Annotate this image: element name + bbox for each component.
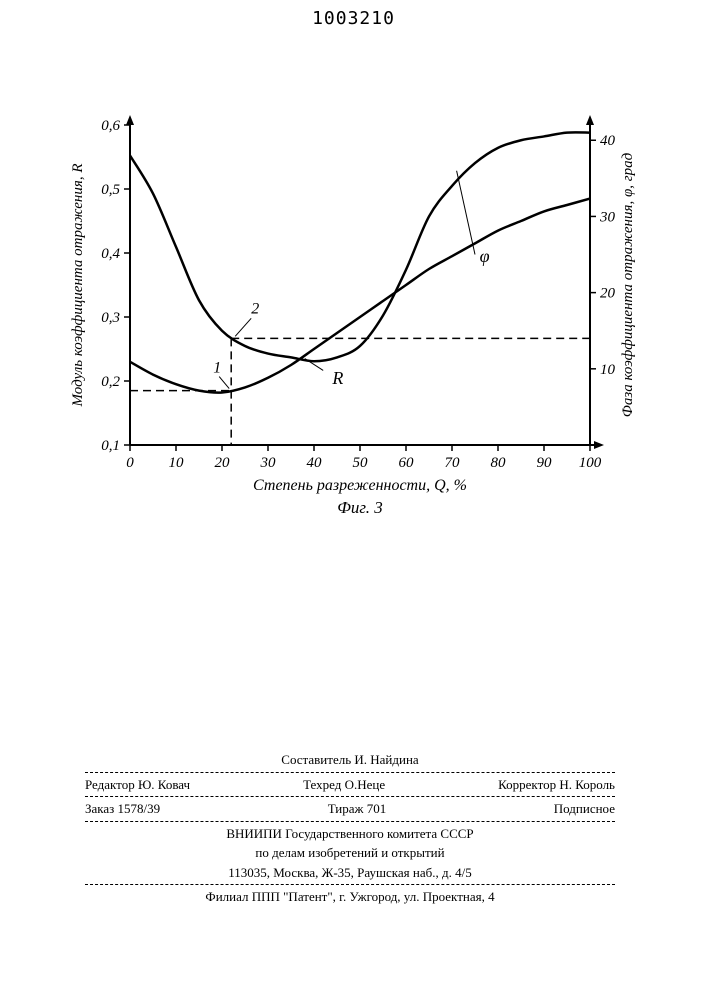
tirazh: Тираж 701: [328, 799, 387, 819]
svg-text:Фиг. 3: Фиг. 3: [337, 498, 383, 517]
svg-text:80: 80: [491, 455, 507, 471]
svg-text:20: 20: [600, 286, 616, 302]
svg-text:100: 100: [579, 455, 602, 471]
order: Заказ 1578/39: [85, 799, 160, 819]
svg-text:0,6: 0,6: [101, 118, 120, 134]
svg-text:0,5: 0,5: [101, 182, 120, 198]
addr2: Филиал ППП "Патент", г. Ужгород, ул. Про…: [205, 889, 494, 904]
addr1: 113035, Москва, Ж-35, Раушская наб., д. …: [228, 865, 471, 880]
svg-text:20: 20: [215, 455, 231, 471]
svg-text:Степень разреженности, Q, %: Степень разреженности, Q, %: [253, 477, 467, 494]
corrector: Корректор Н. Король: [498, 775, 615, 795]
svg-text:1: 1: [213, 360, 221, 377]
svg-text:40: 40: [600, 133, 616, 149]
svg-text:0,2: 0,2: [101, 374, 120, 390]
techred: Техред О.Неце: [303, 775, 385, 795]
svg-text:Фаза коэффициента отражения, φ: Фаза коэффициента отражения, φ, град: [620, 152, 636, 417]
svg-text:30: 30: [599, 209, 616, 225]
editor: Редактор Ю. Ковач: [85, 775, 190, 795]
composer: Составитель И. Найдина: [281, 752, 418, 767]
org2: по делам изобретений и открытий: [255, 845, 444, 860]
svg-text:70: 70: [445, 455, 461, 471]
svg-text:90: 90: [537, 455, 553, 471]
svg-text:10: 10: [600, 362, 616, 378]
svg-text:0,4: 0,4: [101, 246, 120, 262]
svg-text:0,1: 0,1: [101, 438, 120, 454]
svg-text:10: 10: [169, 455, 185, 471]
credits-block: Составитель И. Найдина Редактор Ю. Ковач…: [85, 750, 615, 907]
svg-text:60: 60: [399, 455, 415, 471]
svg-text:0,3: 0,3: [101, 310, 120, 326]
svg-text:50: 50: [353, 455, 369, 471]
document-number: 1003210: [0, 8, 707, 29]
svg-text:φ: φ: [480, 246, 490, 266]
chart-figure: 0 10 20 30 40 50 60 70 80 90 100 0,1 0,2 0,3 0,4 0,5 0,6…: [60, 115, 640, 525]
svg-text:0: 0: [126, 455, 134, 471]
subscription: Подписное: [554, 799, 615, 819]
org1: ВНИИПИ Государственного комитета СССР: [226, 826, 473, 841]
svg-text:Модуль коэффициента отражения,: Модуль коэффициента отражения, R: [70, 164, 86, 408]
svg-text:40: 40: [307, 455, 323, 471]
svg-text:30: 30: [260, 455, 277, 471]
svg-text:R: R: [331, 368, 343, 388]
svg-text:2: 2: [251, 300, 259, 317]
